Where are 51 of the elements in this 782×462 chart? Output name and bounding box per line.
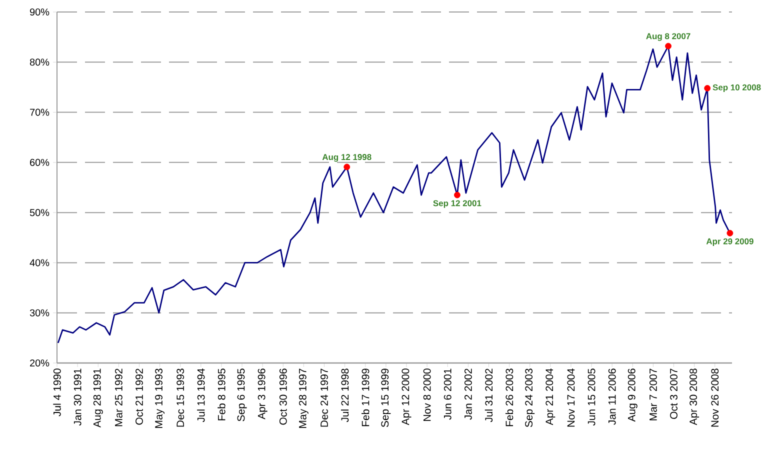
point bbox=[344, 164, 350, 170]
y-tick-label: 50% bbox=[30, 209, 50, 216]
x-tick-label: Apr 12 2000 bbox=[402, 368, 412, 426]
x-tick-label: Jan 30 1991 bbox=[74, 368, 82, 426]
x-tick-label: Dec 24 1997 bbox=[320, 368, 328, 427]
annotation: Aug 12 1998 bbox=[322, 154, 372, 162]
point bbox=[454, 192, 460, 198]
x-tick-label: May 19 1993 bbox=[155, 368, 165, 428]
x-tick-label: Apr 3 1996 bbox=[258, 368, 268, 420]
y-tick-label: 30% bbox=[30, 309, 50, 316]
y-tick-label: 20% bbox=[30, 359, 50, 367]
y-tick-label: 80% bbox=[30, 58, 50, 66]
x-tick-label: Jun 6 2001 bbox=[444, 368, 452, 420]
x-tick-label: Mar 7 2007 bbox=[650, 368, 657, 420]
x-tick-label: Sep 15 1999 bbox=[381, 368, 391, 428]
x-tick-label: Jan 2 2002 bbox=[464, 368, 472, 420]
x-tick-label: Oct 21 1992 bbox=[136, 368, 143, 425]
x-tick-label: Jun 15 2005 bbox=[588, 368, 596, 426]
x-tick-label: Nov 17 2004 bbox=[567, 368, 575, 427]
x-tick-label: Oct 30 1996 bbox=[279, 368, 287, 425]
y-tick-label: 90% bbox=[30, 8, 50, 16]
point bbox=[665, 42, 672, 50]
x-tick-label: Nov 8 2000 bbox=[423, 368, 431, 421]
x-tick-label: Sep 6 1995 bbox=[237, 368, 247, 422]
point bbox=[726, 230, 734, 236]
x-tick-label: Aug 28 1991 bbox=[93, 368, 103, 428]
annotation: Sep 12 2001 bbox=[433, 200, 482, 208]
x-tick-label: Mar 25 1992 bbox=[114, 368, 122, 426]
x-tick-label: Oct 3 2007 bbox=[670, 368, 678, 419]
x-tick-label: Sep 24 2003 bbox=[525, 368, 535, 428]
annotation: Apr 29 2009 bbox=[706, 238, 754, 246]
x-tick-label: Aug 9 2006 bbox=[628, 368, 638, 422]
x-tick-label: Apr 21 2004 bbox=[546, 368, 556, 426]
x-tick-label: Feb 26 2003 bbox=[505, 368, 514, 426]
y-tick-label: 40% bbox=[30, 259, 50, 266]
annotation: Aug 8 2007 bbox=[646, 33, 690, 41]
x-tick-label: Jul 22 1998 bbox=[340, 368, 349, 422]
x-tick-label: Feb 17 1999 bbox=[362, 368, 370, 426]
x-tick-label: May 28 1997 bbox=[298, 368, 308, 428]
annotation: Sep 10 2008 bbox=[712, 84, 761, 92]
x-tick-label: Feb 8 1995 bbox=[218, 368, 226, 420]
x-tick-label: Jul 4 1990 bbox=[53, 368, 61, 416]
x-tick-label: Apr 30 2008 bbox=[690, 368, 700, 426]
y-tick-label: 70% bbox=[30, 108, 50, 116]
x-tick-label: Jul 13 1994 bbox=[197, 368, 205, 422]
point bbox=[704, 85, 711, 92]
x-tick-label: Jul 31 2002 bbox=[484, 368, 493, 422]
x-tick-label: Jan 11 2006 bbox=[608, 368, 616, 425]
x-tick-label: Nov 26 2008 bbox=[711, 368, 719, 427]
y-tick-label: 60% bbox=[30, 158, 50, 166]
x-tick-label: Dec 15 1993 bbox=[176, 368, 184, 427]
